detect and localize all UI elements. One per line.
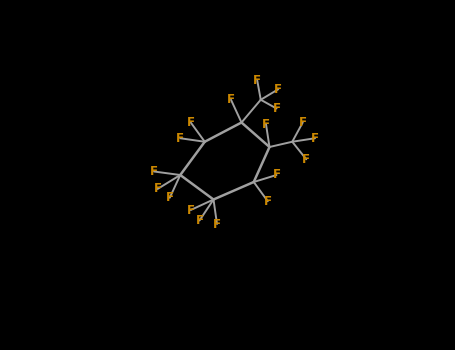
Text: F: F — [274, 83, 282, 96]
Text: F: F — [150, 165, 158, 178]
Text: F: F — [153, 182, 162, 196]
Text: F: F — [273, 102, 280, 115]
Text: F: F — [187, 203, 195, 217]
Text: F: F — [253, 74, 261, 87]
Text: F: F — [166, 191, 174, 204]
Text: F: F — [187, 116, 195, 129]
Text: F: F — [227, 93, 235, 106]
Text: F: F — [176, 132, 184, 145]
Text: F: F — [196, 214, 203, 227]
Text: F: F — [299, 116, 307, 129]
Text: F: F — [311, 132, 319, 145]
Text: F: F — [273, 168, 280, 182]
Text: F: F — [262, 118, 270, 131]
Text: F: F — [264, 195, 272, 208]
Text: F: F — [302, 153, 310, 166]
Text: F: F — [213, 217, 221, 231]
